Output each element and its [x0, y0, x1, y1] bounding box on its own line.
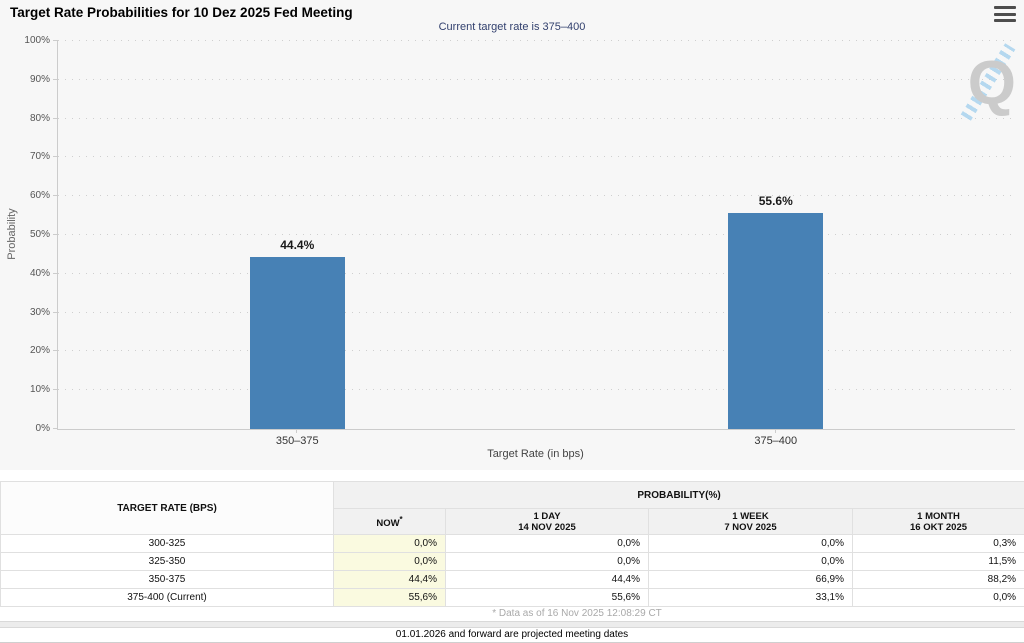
rate-cell: 350-375	[1, 571, 334, 589]
y-tick-label: 50%	[4, 230, 50, 240]
y-tick-mark	[53, 40, 58, 41]
gridline	[58, 273, 1015, 274]
bar-value-label: 44.4%	[237, 238, 357, 252]
page-title: Target Rate Probabilities for 10 Dez 202…	[10, 5, 353, 20]
y-tick-mark	[53, 156, 58, 157]
y-tick-mark	[53, 389, 58, 390]
probability-cell: 0,0%	[649, 535, 853, 553]
x-category-label: 375–400	[706, 435, 846, 447]
x-tick-mark	[775, 429, 776, 433]
y-tick-label: 60%	[4, 191, 50, 201]
gridline	[58, 350, 1015, 351]
projection-note: 01.01.2026 and forward are projected mee…	[0, 628, 1024, 643]
y-tick-mark	[53, 312, 58, 313]
probability-table-section: TARGET RATE (BPS) PROBABILITY(%) NOW* 1 …	[0, 481, 1024, 643]
probability-cell: 44,4%	[446, 571, 649, 589]
now-probability-cell: 44,4%	[334, 571, 446, 589]
gridline	[58, 118, 1015, 119]
y-tick-label: 20%	[4, 346, 50, 356]
rate-cell: 375-400 (Current)	[1, 589, 334, 607]
y-tick-mark	[53, 195, 58, 196]
y-tick-mark	[53, 428, 58, 429]
rate-cell: 300-325	[1, 535, 334, 553]
y-tick-label: 10%	[4, 385, 50, 395]
gridline	[58, 312, 1015, 313]
watermark-logo: Q	[952, 50, 1018, 116]
rate-cell: 325-350	[1, 553, 334, 571]
now-probability-cell: 0,0%	[334, 535, 446, 553]
probability-table: TARGET RATE (BPS) PROBABILITY(%) NOW* 1 …	[0, 481, 1024, 607]
y-tick-mark	[53, 273, 58, 274]
probability-cell: 33,1%	[649, 589, 853, 607]
probability-cell: 0,0%	[649, 553, 853, 571]
y-tick-label: 90%	[4, 75, 50, 85]
probability-cell: 0,0%	[446, 553, 649, 571]
now-probability-cell: 55,6%	[334, 589, 446, 607]
watermark-q-letter: Q	[968, 54, 1016, 114]
chart-bar[interactable]	[728, 213, 823, 429]
fed-meeting-chart-section: Target Rate Probabilities for 10 Dez 202…	[0, 0, 1024, 470]
x-category-label: 350–375	[227, 435, 367, 447]
probability-cell: 0,0%	[446, 535, 649, 553]
gridline	[58, 195, 1015, 196]
probability-cell: 66,9%	[649, 571, 853, 589]
y-tick-label: 30%	[4, 308, 50, 318]
y-tick-mark	[53, 350, 58, 351]
y-tick-label: 80%	[4, 114, 50, 124]
x-tick-mark	[296, 429, 297, 433]
rate-column-header: TARGET RATE (BPS)	[1, 482, 334, 535]
y-tick-label: 0%	[4, 424, 50, 434]
bar-value-label: 55.6%	[716, 194, 836, 208]
probability-cell: 0,3%	[853, 535, 1024, 553]
column-header-now: NOW*	[334, 509, 446, 535]
probability-cell: 11,5%	[853, 553, 1024, 571]
probability-cell: 88,2%	[853, 571, 1024, 589]
data-as-of-footnote: * Data as of 16 Nov 2025 12:08:29 CT	[0, 607, 1024, 621]
table-row: 375-400 (Current)55,6%55,6%33,1%0,0%	[1, 589, 1024, 607]
gridline	[58, 79, 1015, 80]
gridline	[58, 40, 1015, 41]
now-probability-cell: 0,0%	[334, 553, 446, 571]
x-axis-title: Target Rate (in bps)	[57, 448, 1014, 460]
hamburger-menu-icon[interactable]	[994, 6, 1016, 22]
gridline	[58, 156, 1015, 157]
divider	[0, 621, 1024, 628]
gridline	[58, 389, 1015, 390]
gridline	[58, 234, 1015, 235]
plot-area: 0%10%20%30%40%50%60%70%80%90%100%44.4%35…	[57, 41, 1015, 430]
probability-cell: 55,6%	[446, 589, 649, 607]
y-tick-label: 40%	[4, 269, 50, 279]
y-tick-mark	[53, 118, 58, 119]
chart-subtitle: Current target rate is 375–400	[0, 21, 1024, 33]
chart-bar[interactable]	[250, 257, 345, 429]
y-tick-mark	[53, 234, 58, 235]
probability-cell: 0,0%	[853, 589, 1024, 607]
probability-group-header: PROBABILITY(%)	[334, 482, 1024, 509]
y-tick-label: 100%	[4, 36, 50, 46]
y-tick-label: 70%	[4, 152, 50, 162]
y-tick-mark	[53, 79, 58, 80]
